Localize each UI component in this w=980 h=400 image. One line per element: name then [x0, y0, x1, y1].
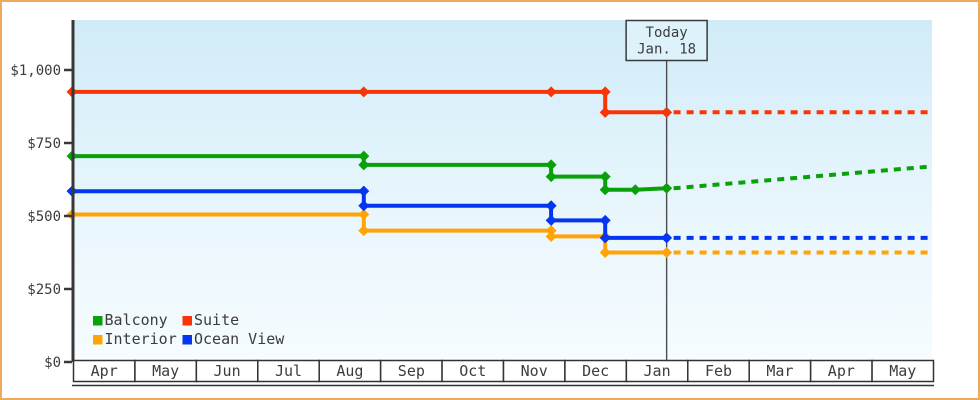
y-axis-label: $500 — [27, 209, 61, 225]
series-marker-interior — [358, 209, 370, 221]
month-cell — [871, 359, 935, 383]
series-marker-interior — [545, 225, 557, 237]
legend-swatch-suite — [182, 316, 192, 326]
month-label: Apr — [828, 362, 855, 380]
series-marker-ocean-view — [545, 200, 557, 212]
today-box — [625, 19, 708, 62]
month-label: Sep — [398, 362, 425, 380]
legend-label-balcony: Balcony — [105, 311, 168, 329]
month-label: Nov — [521, 362, 548, 380]
today-box-title: Today — [646, 25, 688, 41]
series-marker-ocean-view — [545, 214, 557, 226]
series-marker-interior — [358, 225, 370, 237]
series-marker-ocean-view — [661, 232, 673, 244]
legend-label-suite: Suite — [194, 311, 239, 329]
series-marker-ocean-view — [358, 185, 370, 197]
series-marker-suite — [358, 86, 370, 98]
legend-label-interior: Interior — [105, 330, 177, 348]
legend-label-ocean-view: Ocean View — [194, 330, 285, 348]
legend-swatch-ocean-view — [182, 335, 192, 345]
series-marker-suite — [545, 86, 557, 98]
series-marker-balcony — [358, 150, 370, 162]
series-marker-balcony — [629, 184, 641, 196]
month-label: Mar — [766, 362, 793, 380]
series-marker-balcony — [599, 184, 611, 196]
y-axis-label: $750 — [27, 136, 61, 152]
series-marker-suite — [599, 86, 611, 98]
legend-swatch-interior — [93, 335, 103, 345]
month-label: May — [152, 362, 179, 380]
today-box-date: Jan. 18 — [637, 42, 696, 58]
month-label: Oct — [459, 362, 486, 380]
series-marker-balcony — [545, 159, 557, 171]
month-label: May — [889, 362, 916, 380]
series-marker-balcony — [545, 171, 557, 183]
series-marker-interior — [545, 230, 557, 242]
month-label: Aug — [336, 362, 363, 380]
series-marker-suite — [661, 106, 673, 118]
series-marker-balcony — [661, 182, 673, 194]
series-projection-balcony — [673, 164, 933, 191]
series-marker-suite — [599, 106, 611, 118]
series-line-suite — [72, 89, 667, 115]
legend-swatch-balcony — [93, 316, 103, 326]
month-label: Dec — [582, 362, 609, 380]
month-label: Jul — [275, 362, 302, 380]
series-marker-ocean-view — [358, 200, 370, 212]
series-marker-balcony — [599, 171, 611, 183]
series-marker-balcony — [358, 159, 370, 171]
month-label: Feb — [705, 362, 732, 380]
y-axis-label: $1,000 — [10, 63, 61, 79]
month-label: Jan — [644, 362, 671, 380]
y-axis-label: $250 — [27, 282, 61, 298]
month-label: Apr — [91, 362, 118, 380]
y-axis-label: $0 — [44, 355, 61, 371]
series-marker-ocean-view — [599, 214, 611, 226]
series-marker-ocean-view — [599, 232, 611, 244]
month-label: Jun — [214, 362, 241, 380]
series-marker-interior — [661, 247, 673, 258]
series-marker-interior — [599, 247, 611, 258]
